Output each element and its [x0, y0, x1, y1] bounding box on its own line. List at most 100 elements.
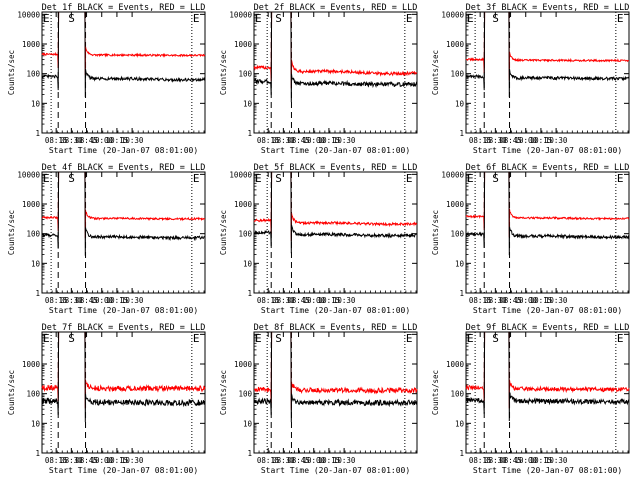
x-tick-label: 08:15 [257, 456, 280, 465]
events-series-line-post [290, 331, 418, 423]
x-tick-label: 08:15 [45, 296, 68, 305]
x-tick-label: 08:45 [75, 136, 98, 145]
detector-panel-2: Det 2f BLACK = Events, RED = LLD 1 10 100 10… [219, 3, 418, 155]
y-tick-label: 10 [243, 99, 253, 108]
x-tick-label: 10:30 [545, 136, 568, 145]
y-tick-label: 10 [243, 419, 253, 428]
y-tick-label: 1 [459, 289, 464, 298]
events-series-line-pre [253, 331, 273, 415]
x-tick-label: 08:15 [469, 456, 492, 465]
x-tick-label: 10:15 [318, 296, 341, 305]
x-tick-label: 08:45 [287, 296, 310, 305]
y-tick-label: 10 [455, 259, 465, 268]
y-tick-label: 100 [238, 70, 252, 79]
x-axis-label: Start Time (20-Jan-07 08:01:00) [49, 146, 198, 155]
event-marker: E [617, 172, 624, 185]
x-tick-label: 08:45 [75, 296, 98, 305]
lld-series-line-pre [465, 331, 486, 402]
panel-title: Det 9f BLACK = Events, RED = LLD [466, 323, 630, 333]
x-tick-label: 08:15 [45, 136, 68, 145]
y-tick-label: 10000 [17, 10, 40, 19]
y-axis-label: Counts/sec [219, 210, 228, 255]
x-tick-label: 08:30 [272, 456, 295, 465]
y-axis-label: Counts/sec [7, 210, 16, 255]
y-tick-label: 1 [247, 129, 252, 138]
event-marker: S [68, 172, 75, 185]
plot-frame [465, 331, 630, 454]
x-tick-label: 10:30 [545, 456, 568, 465]
y-tick-label: 100 [238, 390, 252, 399]
x-tick-label: 08:30 [484, 296, 507, 305]
lld-series-line-post [508, 331, 630, 409]
event-marker: S [275, 12, 282, 25]
x-tick-label: 10:00 [302, 456, 325, 465]
x-tick-label: 08:15 [469, 136, 492, 145]
lld-series-line-post [290, 171, 418, 242]
plot-frame [253, 11, 418, 134]
y-tick-label: 1000 [446, 360, 465, 369]
event-marker: E [617, 332, 624, 345]
lld-series-line-pre [465, 171, 486, 231]
y-tick-label: 10000 [441, 170, 464, 179]
x-tick-label: 08:30 [272, 136, 295, 145]
events-series-line-pre [465, 331, 486, 414]
x-tick-label: 10:00 [514, 136, 537, 145]
panel-title: Det 6f BLACK = Events, RED = LLD [466, 163, 630, 173]
detector-panel-9: Det 9f BLACK = Events, RED = LLD 1 10 100 10… [431, 323, 630, 475]
lld-series-line-pre [41, 331, 60, 402]
y-tick-label: 100 [450, 230, 464, 239]
x-tick-label: 10:00 [302, 136, 325, 145]
event-marker: S [492, 172, 499, 185]
events-series-line-post [84, 331, 206, 423]
event-marker: E [406, 12, 413, 25]
events-series-line-post [508, 171, 630, 256]
lld-series-line-post [508, 11, 629, 81]
events-series-line-post [84, 11, 206, 98]
x-tick-label: 10:30 [333, 136, 356, 145]
events-series-line-post [290, 171, 418, 254]
event-marker: E [467, 12, 474, 25]
x-tick-label: 08:30 [484, 136, 507, 145]
x-tick-label: 10:15 [530, 296, 553, 305]
y-tick-label: 10000 [229, 170, 252, 179]
y-tick-label: 100 [26, 70, 40, 79]
x-tick-label: 10:30 [121, 136, 144, 145]
detector-panel-7: Det 7f BLACK = Events, RED = LLD 1 10 100 10… [7, 323, 206, 475]
x-axis-label: Start Time (20-Jan-07 08:01:00) [473, 146, 622, 155]
x-tick-label: 10:00 [514, 296, 537, 305]
y-axis-label: Counts/sec [431, 50, 440, 95]
y-tick-label: 1 [247, 449, 252, 458]
y-tick-label: 10 [31, 259, 41, 268]
x-tick-label: 10:15 [318, 456, 341, 465]
x-tick-label: 08:45 [287, 456, 310, 465]
x-tick-label: 10:30 [333, 456, 356, 465]
events-series-line-pre [41, 331, 60, 415]
x-axis-label: Start Time (20-Jan-07 08:01:00) [49, 466, 198, 475]
panel-title: Det 8f BLACK = Events, RED = LLD [254, 323, 418, 333]
y-tick-label: 100 [238, 230, 252, 239]
event-marker: E [255, 332, 262, 345]
y-tick-label: 1 [459, 449, 464, 458]
event-marker: E [43, 12, 50, 25]
events-series-line-pre [41, 171, 60, 249]
event-marker: E [193, 332, 200, 345]
lld-series-line-post [84, 11, 206, 76]
x-tick-label: 10:15 [318, 136, 341, 145]
panel-title: Det 3f BLACK = Events, RED = LLD [466, 3, 630, 13]
plot-frame [253, 171, 418, 294]
event-marker: E [43, 332, 50, 345]
x-axis-label: Start Time (20-Jan-07 08:01:00) [261, 466, 410, 475]
x-tick-label: 10:15 [106, 136, 129, 145]
event-marker: S [68, 12, 75, 25]
detector-panel-4: Det 4f BLACK = Events, RED = LLD 1 10 100 10… [7, 163, 206, 315]
y-axis-label: Counts/sec [431, 210, 440, 255]
event-marker: E [255, 12, 262, 25]
x-tick-label: 08:45 [287, 136, 310, 145]
y-tick-label: 10 [455, 99, 465, 108]
y-tick-label: 1000 [446, 40, 465, 49]
event-marker: E [193, 12, 200, 25]
events-series-line-pre [465, 11, 486, 91]
events-series-line-pre [253, 11, 273, 95]
y-axis-label: Counts/sec [219, 370, 228, 415]
